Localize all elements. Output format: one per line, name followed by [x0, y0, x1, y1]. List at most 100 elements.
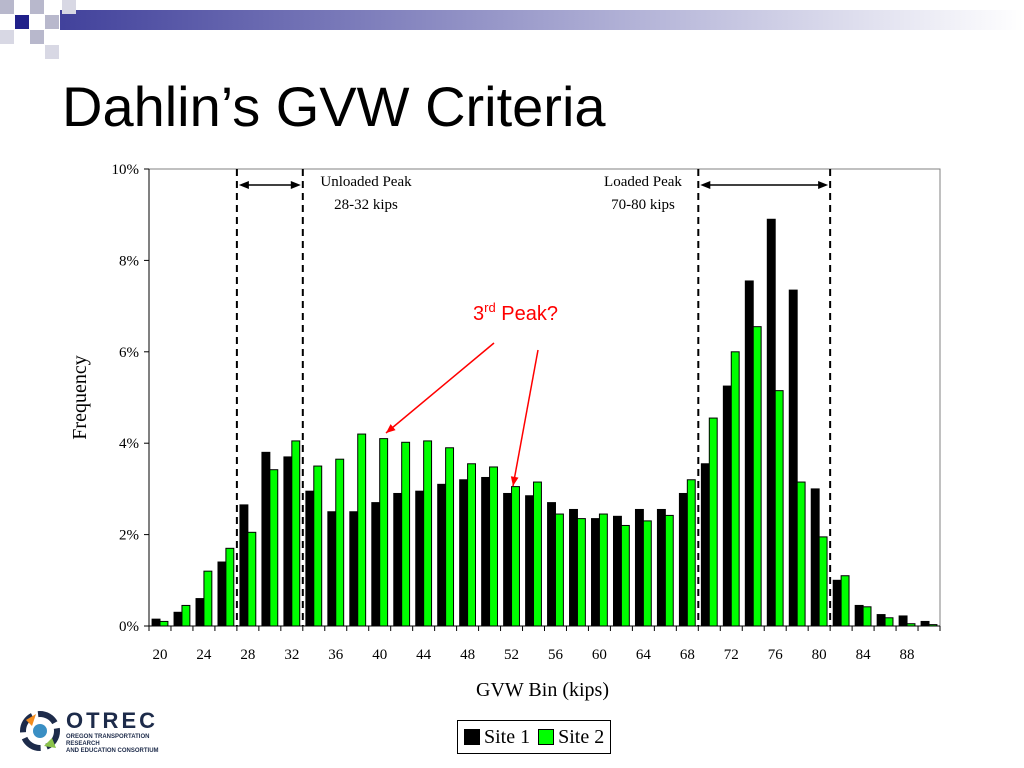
legend-item-site2: Site 2: [538, 726, 604, 749]
x-tick-label: 60: [592, 647, 607, 663]
bar-site2: [576, 518, 586, 627]
bar-site1: [832, 579, 842, 627]
bar-site2: [379, 438, 389, 627]
bar-site1: [569, 508, 578, 627]
bar-site2: [862, 606, 872, 627]
bar-site2: [357, 433, 367, 627]
x-tick-label: 48: [460, 647, 475, 663]
bar-site1: [678, 492, 688, 627]
bar-site2: [708, 417, 718, 627]
x-tick-label: 20: [152, 647, 167, 663]
loaded-peak-range: 70-80 kips: [611, 197, 675, 213]
bar-site2: [533, 481, 542, 627]
bar-site2: [774, 390, 784, 627]
bar-site1: [656, 508, 666, 627]
bar-site1: [217, 561, 227, 627]
x-tick-label: 72: [724, 647, 739, 663]
bar-site2: [445, 447, 455, 627]
bar-site2: [642, 520, 652, 627]
bar-site1: [810, 488, 820, 627]
y-axis-label: Frequency: [69, 355, 91, 439]
y-tick-label: 6%: [119, 345, 139, 361]
bar-site2: [181, 604, 191, 627]
bar-site1: [854, 604, 864, 627]
bar-site1: [700, 463, 710, 627]
bar-site1: [151, 618, 161, 627]
bar-site1: [547, 502, 556, 627]
bar-site2: [511, 486, 520, 627]
y-tick-label: 4%: [119, 436, 139, 452]
bar-site1: [481, 476, 491, 627]
bar-site2: [906, 623, 916, 627]
legend-swatch-site1: [464, 729, 480, 745]
bar-site2: [884, 617, 894, 627]
bar-site1: [459, 479, 469, 627]
bar-site1: [722, 385, 732, 627]
legend-swatch-site2: [538, 729, 555, 745]
plot-area: [148, 168, 941, 627]
bar-site2: [686, 479, 696, 627]
bar-site2: [401, 441, 411, 627]
x-tick-label: 44: [416, 647, 432, 663]
third-peak-arrow-left: [385, 342, 495, 434]
y-tick-label: 2%: [119, 528, 139, 544]
bar-site2: [554, 513, 564, 627]
logo-text: OTREC OREGON TRANSPORTATION RESEARCH AND…: [66, 708, 176, 755]
bar-site2: [225, 547, 235, 627]
legend-item-site1: Site 1: [464, 726, 530, 749]
bar-site1: [920, 620, 930, 627]
legend-label-site1: Site 1: [484, 725, 531, 748]
bar-site1: [898, 615, 908, 627]
third-peak-label: 3rd Peak?: [473, 300, 558, 325]
unloaded-range-arrow-head-left: [238, 181, 249, 189]
third-peak-arrow-left-head: [386, 424, 396, 433]
loaded-range-arrow-head-left: [700, 181, 711, 189]
x-tick-label: 64: [636, 647, 652, 663]
bar-site1: [371, 502, 381, 627]
bar-site1: [525, 495, 535, 627]
third-peak-arrow-right-head: [510, 476, 519, 486]
bar-site1: [876, 614, 886, 627]
bar-site1: [173, 611, 183, 627]
y-tick-label: 0%: [119, 619, 139, 635]
bar-site2: [752, 326, 762, 627]
bar-site1: [591, 518, 600, 627]
loaded-peak-label: Loaded Peak: [604, 174, 682, 190]
bar-site1: [612, 515, 622, 627]
x-tick-label: 76: [768, 647, 784, 663]
y-tick-label: 10%: [112, 162, 140, 178]
bar-site2: [818, 536, 828, 627]
logo-name: OTREC: [66, 708, 158, 733]
bar-site1: [239, 504, 249, 627]
bar-site1: [349, 511, 359, 627]
bar-site2: [928, 624, 938, 627]
bar-site2: [269, 469, 279, 627]
x-tick-label: 40: [372, 647, 387, 663]
bar-site1: [283, 456, 293, 627]
x-tick-label: 28: [240, 647, 255, 663]
chart-legend: Site 1 Site 2: [457, 720, 612, 754]
x-tick-label: 84: [856, 647, 872, 663]
bar-site1: [766, 218, 776, 627]
bar-site1: [788, 289, 798, 627]
bar-site2: [796, 481, 806, 627]
x-tick-label: 52: [504, 647, 519, 663]
x-tick-label: 56: [548, 647, 564, 663]
bar-site2: [159, 620, 169, 627]
bar-site2: [291, 440, 301, 627]
bar-site1: [195, 598, 205, 627]
bar-site2: [335, 458, 345, 627]
x-tick-label: 24: [196, 647, 212, 663]
unloaded-range-arrow-head-right: [290, 181, 301, 189]
x-tick-label: 80: [812, 647, 827, 663]
slide-title: Dahlin’s GVW Criteria: [62, 75, 606, 138]
bar-site1: [305, 490, 315, 627]
bar-site1: [327, 511, 337, 627]
bar-site1: [744, 280, 754, 627]
bar-site2: [313, 465, 323, 627]
bar-site2: [203, 570, 213, 627]
legend-label-site2: Site 2: [558, 725, 605, 748]
bar-site2: [423, 440, 433, 627]
bar-site2: [664, 514, 674, 627]
